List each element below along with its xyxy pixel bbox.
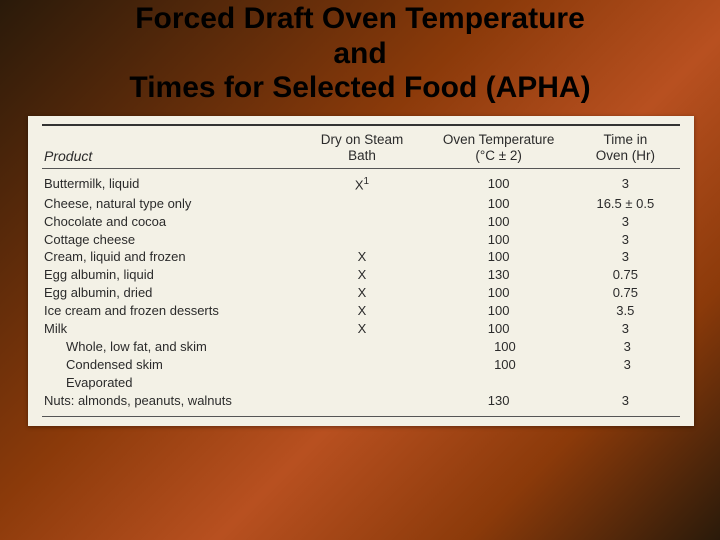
cell-temp: 100 [427,320,571,338]
cell-temp [435,374,574,392]
col-header-steam-l2: Bath [297,148,426,164]
table-row: Buttermilk, liquidX11003 [42,175,680,194]
cell-product: Condensed skim [42,356,311,374]
cell-product: Evaporated [42,374,311,392]
col-header-time: Time in Oven (Hr) [571,132,680,164]
table-row: Whole, low fat, and skim 1003 [42,338,680,356]
cell-steam [297,195,426,213]
col-header-product: Product [42,148,297,164]
cell-steam [311,374,436,392]
cell-temp: 100 [435,356,574,374]
table-row: Evaporated [42,374,680,392]
table-row: Condensed skim 1003 [42,356,680,374]
table-bottom-rule [42,416,680,417]
cell-steam: X [297,302,426,320]
cell-time: 3 [571,320,680,338]
cell-product: Nuts: almonds, peanuts, walnuts [42,392,297,410]
table-row: Cream, liquid and frozenX1003 [42,248,680,266]
cell-temp: 100 [427,248,571,266]
cell-steam: X [297,320,426,338]
col-header-temp: Oven Temperature (°C ± 2) [427,132,571,164]
cell-time: 3.5 [571,302,680,320]
col-header-time-l1: Time in [571,132,680,148]
col-header-steam-l1: Dry on Steam [297,132,426,148]
cell-steam: X1 [297,175,426,194]
cell-temp: 100 [427,175,571,194]
cell-time: 0.75 [571,284,680,302]
cell-product: Whole, low fat, and skim [42,338,311,356]
cell-temp: 100 [427,231,571,249]
cell-temp: 100 [427,213,571,231]
table-row: Egg albumin, liquidX1300.75 [42,266,680,284]
table-row: Ice cream and frozen dessertsX1003.5 [42,302,680,320]
cell-product: Egg albumin, liquid [42,266,297,284]
cell-steam [311,338,436,356]
cell-product: Cream, liquid and frozen [42,248,297,266]
cell-product: Ice cream and frozen desserts [42,302,297,320]
cell-product: Chocolate and cocoa [42,213,297,231]
table-body: Buttermilk, liquidX11003Cheese, natural … [42,169,680,410]
cell-product: Cheese, natural type only [42,195,297,213]
cell-steam: X [297,266,426,284]
cell-product: Cottage cheese [42,231,297,249]
cell-time: 3 [574,356,680,374]
cell-temp: 130 [427,266,571,284]
table-row: Cheese, natural type only 10016.5 ± 0.5 [42,195,680,213]
cell-time: 3 [571,231,680,249]
cell-steam: X [297,248,426,266]
cell-temp: 100 [435,338,574,356]
cell-steam: X [297,284,426,302]
table-header-row: Product Dry on Steam Bath Oven Temperatu… [42,126,680,168]
cell-temp: 100 [427,302,571,320]
cell-steam [297,231,426,249]
col-header-temp-l1: Oven Temperature [427,132,571,148]
table-row: Cottage cheese 1003 [42,231,680,249]
cell-temp: 100 [427,195,571,213]
table-row: Egg albumin, driedX1000.75 [42,284,680,302]
table-row: Nuts: almonds, peanuts, walnuts 1303 [42,392,680,410]
col-header-time-l2: Oven (Hr) [571,148,680,164]
cell-product: Egg albumin, dried [42,284,297,302]
cell-time [574,374,680,392]
cell-steam [297,392,426,410]
title-line-1: Forced Draft Oven Temperature [10,2,710,37]
slide-title: Forced Draft Oven Temperature and Times … [0,0,720,106]
cell-time: 3 [571,248,680,266]
cell-time: 3 [574,338,680,356]
cell-time: 16.5 ± 0.5 [571,195,680,213]
cell-time: 3 [571,175,680,194]
col-header-steam: Dry on Steam Bath [297,132,426,164]
food-table-card: Product Dry on Steam Bath Oven Temperatu… [28,116,694,426]
cell-temp: 100 [427,284,571,302]
cell-time: 0.75 [571,266,680,284]
col-header-temp-l2: (°C ± 2) [427,148,571,164]
cell-steam [311,356,436,374]
cell-product: Buttermilk, liquid [42,175,297,194]
title-line-2: and [10,37,710,72]
cell-product: Milk [42,320,297,338]
table-row: MilkX1003 [42,320,680,338]
cell-time: 3 [571,213,680,231]
cell-steam-sup: 1 [364,176,370,187]
cell-temp: 130 [427,392,571,410]
cell-steam [297,213,426,231]
table-row: Chocolate and cocoa 1003 [42,213,680,231]
cell-time: 3 [571,392,680,410]
title-line-3: Times for Selected Food (APHA) [10,71,710,106]
